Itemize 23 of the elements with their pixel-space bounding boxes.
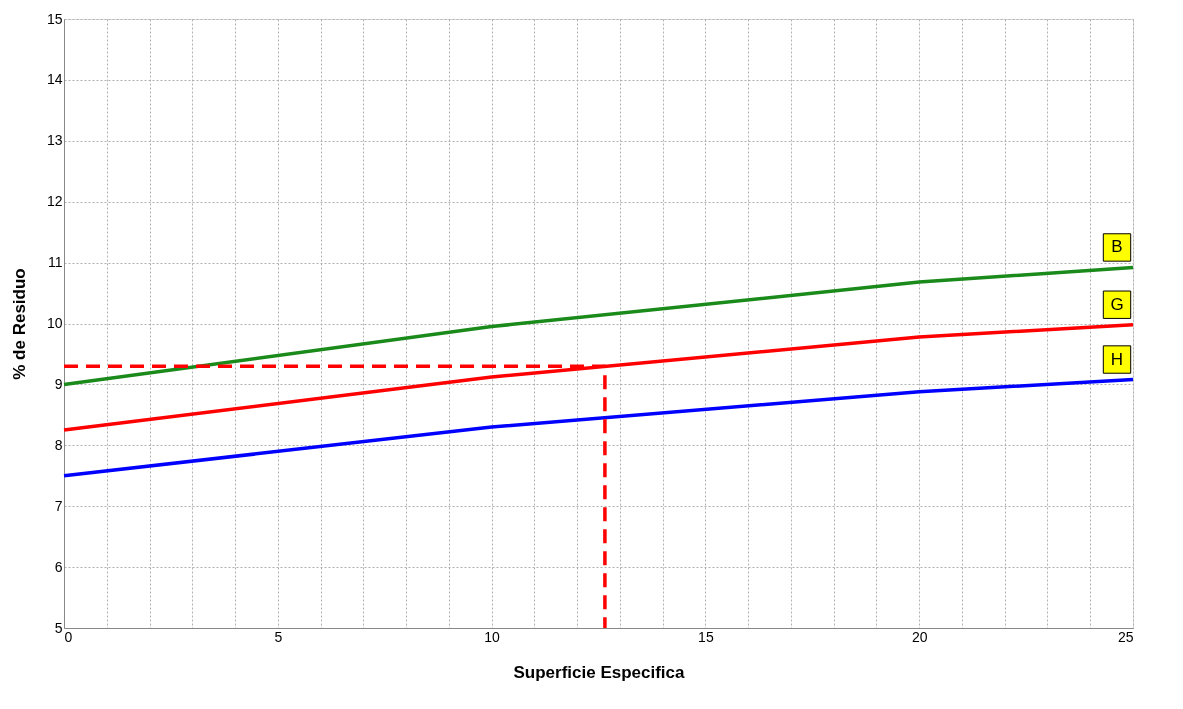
line-series <box>62 265 1135 387</box>
x-tick-label: 25 <box>1117 628 1134 645</box>
y-tick-label: 10 <box>46 315 63 331</box>
series-label: G <box>1110 294 1124 314</box>
y-tick-label: 6 <box>54 558 63 575</box>
y-tick-label: 11 <box>47 254 63 271</box>
y-tick-label: 12 <box>46 193 63 210</box>
line-series <box>62 377 1135 478</box>
series-label: B <box>1111 237 1123 257</box>
x-tick-label: 5 <box>274 628 283 645</box>
x-tick-label: 15 <box>698 628 714 645</box>
series-label: H <box>1110 349 1124 369</box>
y-tick-label: 13 <box>46 132 63 149</box>
x-tick-label: 20 <box>911 628 928 645</box>
x-tick-label: 10 <box>484 628 501 645</box>
y-tick-label: 7 <box>54 497 63 514</box>
x-axis-title: Superficie Especifica <box>513 662 686 682</box>
x-tick-label: 0 <box>64 628 73 645</box>
y-axis-title: % de Residuo <box>9 268 29 380</box>
y-tick-label: 9 <box>54 375 63 392</box>
y-tick-label: 8 <box>54 436 63 453</box>
y-tick-label: 14 <box>46 71 63 88</box>
y-tick-label: 15 <box>46 10 63 27</box>
